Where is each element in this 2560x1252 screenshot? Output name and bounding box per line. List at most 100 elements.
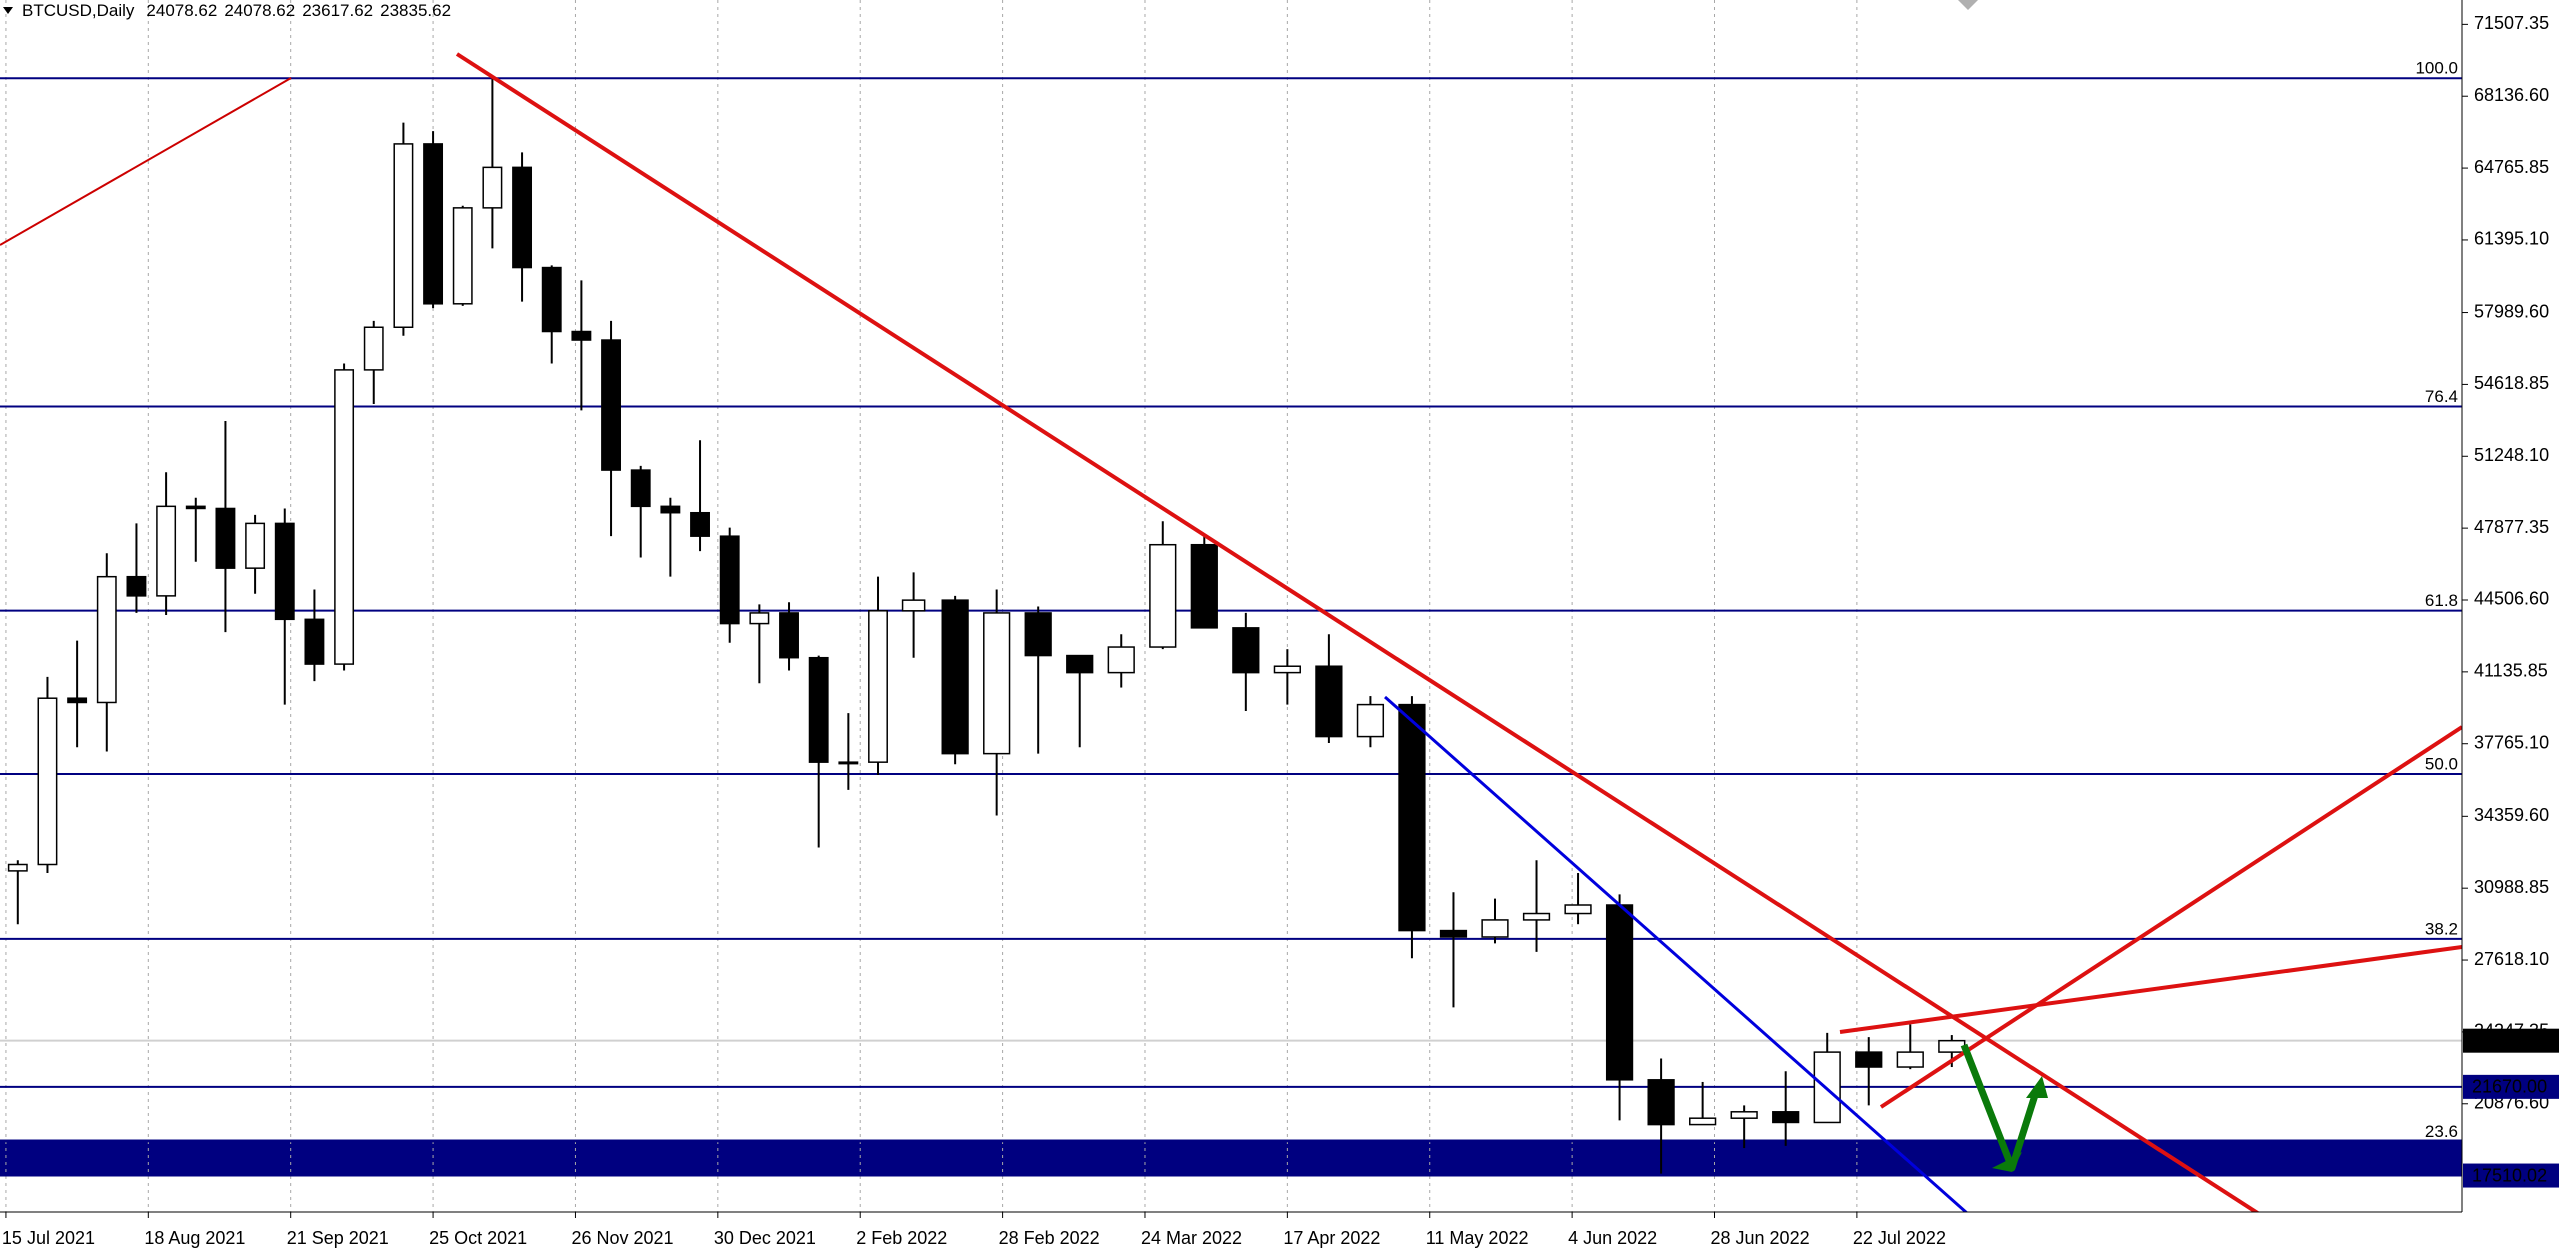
price-tag xyxy=(2463,1028,2559,1053)
candle-body xyxy=(1439,929,1468,938)
y-tick-label: 71507.35 xyxy=(2474,13,2549,33)
candle-body xyxy=(1398,703,1426,932)
symbol-title: BTCUSD,Daily xyxy=(22,1,135,20)
symbol-menu-icon[interactable] xyxy=(3,7,13,14)
x-tick-label: 22 Jul 2022 xyxy=(1853,1228,1946,1248)
candle-body xyxy=(1647,1079,1675,1126)
candle-body xyxy=(482,166,503,209)
x-tick-label: 30 Dec 2021 xyxy=(714,1228,816,1248)
candle-body xyxy=(1315,665,1343,738)
y-tick-label: 64765.85 xyxy=(2474,157,2549,177)
candle-body xyxy=(719,535,740,625)
y-tick-label: 27618.10 xyxy=(2474,949,2549,969)
candle-body xyxy=(96,575,117,704)
y-tick-label: 68136.60 xyxy=(2474,85,2549,105)
x-tick-label: 28 Feb 2022 xyxy=(999,1228,1100,1248)
candle-body xyxy=(601,339,621,471)
candle-body xyxy=(1855,1051,1883,1068)
y-tick-label: 61395.10 xyxy=(2474,229,2549,249)
y-tick-label: 41135.85 xyxy=(2474,661,2548,681)
candle-body xyxy=(1605,904,1634,1081)
price-tag-label: 17510.02 xyxy=(2472,1165,2547,1185)
candle-body xyxy=(393,143,414,329)
x-tick-label: 24 Mar 2022 xyxy=(1141,1228,1242,1248)
candle-body xyxy=(274,522,295,621)
fib-level-label: 100.0 xyxy=(2415,59,2458,78)
x-tick-label: 17 Apr 2022 xyxy=(1283,1228,1380,1248)
price-tag-label: 23835.62 xyxy=(2472,1030,2547,1050)
candle-body xyxy=(1066,654,1094,674)
price-tag xyxy=(2463,1074,2559,1099)
candle-body xyxy=(808,656,829,763)
candle-body xyxy=(156,505,177,597)
header-high: 24078.62 xyxy=(224,1,295,20)
trendline xyxy=(455,52,2260,1212)
candle-body xyxy=(7,863,28,872)
x-tick-label: 11 May 2022 xyxy=(1426,1228,1529,1248)
x-tick-label: 15 Jul 2021 xyxy=(2,1228,95,1248)
y-tick-label: 54618.85 xyxy=(2474,373,2549,393)
candle-body xyxy=(1896,1051,1924,1068)
trendlines xyxy=(0,0,2462,1212)
candle-body xyxy=(126,575,147,597)
candle-body xyxy=(1232,627,1260,674)
candle-body xyxy=(1149,543,1177,648)
support-zone xyxy=(0,1139,2462,1176)
fib-level-label: 50.0 xyxy=(2425,754,2458,773)
x-tick-label: 25 Oct 2021 xyxy=(429,1228,527,1248)
candle-body xyxy=(868,610,888,763)
y-tick-label: 30988.85 xyxy=(2474,877,2549,897)
candle-body xyxy=(1564,904,1592,915)
candle-body xyxy=(630,469,651,508)
candle-body xyxy=(452,207,473,305)
y-tick-label: 37765.10 xyxy=(2474,732,2549,752)
candle-body xyxy=(512,166,533,269)
fib-level-label: 76.4 xyxy=(2425,387,2458,406)
fib-level-label: 38.2 xyxy=(2425,919,2458,938)
candle-body xyxy=(941,599,969,755)
candle-body xyxy=(1522,912,1551,921)
candle-body xyxy=(838,761,859,765)
chart-header: BTCUSD,Daily 24078.62 24078.62 23617.62 2383… xyxy=(22,1,451,20)
candle-body xyxy=(67,697,88,704)
candle-body xyxy=(1273,665,1301,674)
candle-body xyxy=(1024,612,1052,657)
candle-body xyxy=(779,612,799,659)
candle-body xyxy=(1730,1111,1758,1119)
candle-body xyxy=(901,599,926,612)
price-tag xyxy=(2463,1163,2559,1188)
x-tick-label: 2 Feb 2022 xyxy=(856,1228,947,1248)
price-tag-label: 21670.00 xyxy=(2472,1077,2547,1097)
header-close: 23835.62 xyxy=(380,1,451,20)
trendline xyxy=(1839,945,2462,1034)
y-tick-label: 44506.60 xyxy=(2474,589,2549,609)
candle-body xyxy=(215,507,236,569)
trendline xyxy=(0,77,292,246)
x-tick-label: 4 Jun 2022 xyxy=(1568,1228,1657,1248)
x-tick-label: 28 Jun 2022 xyxy=(1711,1228,1810,1248)
candles-layer xyxy=(7,77,1966,1174)
candle-body xyxy=(334,369,355,665)
candle-body xyxy=(660,505,681,514)
candle-body xyxy=(690,511,710,537)
candle-body xyxy=(37,697,58,866)
header-low: 23617.62 xyxy=(302,1,373,20)
header-open: 24078.62 xyxy=(146,1,217,20)
candle-body xyxy=(1772,1111,1800,1124)
candle-body xyxy=(363,326,384,371)
candle-body xyxy=(571,330,592,341)
plot-background-layer xyxy=(0,0,2462,1212)
marker xyxy=(1958,0,1978,10)
fib-level-label: 23.6 xyxy=(2425,1122,2458,1141)
x-tick-label: 21 Sep 2021 xyxy=(287,1228,389,1248)
y-tick-label: 47877.35 xyxy=(2474,517,2549,537)
candle-body xyxy=(983,612,1011,755)
y-tick-label: 51248.10 xyxy=(2474,445,2549,465)
y-tick-label: 57989.60 xyxy=(2474,301,2549,321)
candle-body xyxy=(1190,543,1218,629)
candle-body xyxy=(423,143,444,305)
